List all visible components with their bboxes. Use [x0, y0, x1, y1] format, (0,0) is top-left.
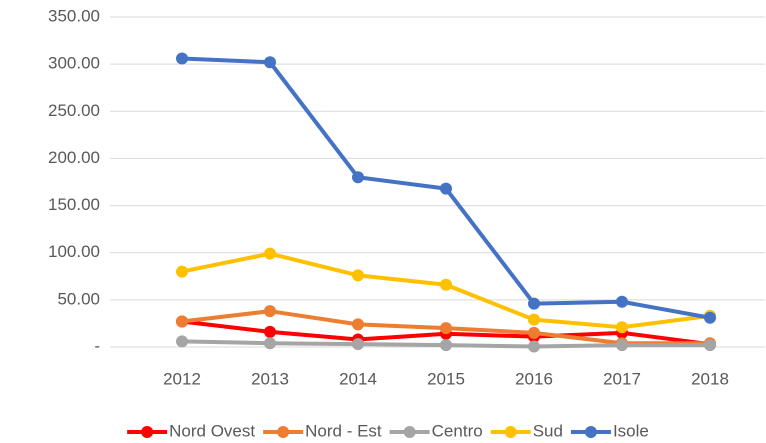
series-marker [264, 325, 276, 338]
legend-marker [277, 426, 290, 438]
y-tick-label: 250.00 [48, 101, 100, 120]
legend-marker [141, 426, 154, 438]
series-marker [528, 313, 540, 326]
series-marker [176, 315, 188, 328]
legend-marker [403, 426, 416, 438]
series-marker [704, 311, 716, 324]
series-marker [264, 56, 276, 69]
legend-label: Centro [432, 421, 483, 440]
y-tick-label: 200.00 [48, 148, 100, 167]
series-marker [528, 297, 540, 310]
x-tick-label: 2016 [515, 369, 553, 388]
legend-label: Nord Ovest [169, 421, 255, 440]
series-marker [440, 339, 452, 352]
series-marker [440, 322, 452, 335]
series-marker [176, 335, 188, 348]
y-tick-label: 50.00 [57, 289, 100, 308]
y-tick-label: 150.00 [48, 195, 100, 214]
series-marker [616, 339, 628, 352]
x-tick-label: 2018 [691, 369, 729, 388]
series-marker [440, 182, 452, 195]
y-tick-label: 100.00 [48, 242, 100, 261]
series-marker [440, 278, 452, 291]
series-marker [264, 305, 276, 318]
series-marker [264, 337, 276, 350]
series-marker [704, 339, 716, 352]
x-tick-label: 2013 [251, 369, 289, 388]
y-tick-label: - [94, 336, 100, 355]
series-marker [352, 338, 364, 351]
y-tick-label: 350.00 [48, 6, 100, 25]
series-marker [176, 52, 188, 65]
series-marker [616, 321, 628, 334]
series-marker [352, 269, 364, 282]
x-tick-label: 2012 [163, 369, 201, 388]
x-tick-label: 2017 [603, 369, 641, 388]
series-marker [352, 171, 364, 184]
legend-marker [584, 426, 597, 438]
legend-label: Sud [533, 421, 563, 440]
x-tick-label: 2014 [339, 369, 377, 388]
legend-label: Nord - Est [305, 421, 382, 440]
y-tick-label: 300.00 [48, 54, 100, 73]
x-tick-label: 2015 [427, 369, 465, 388]
legend-marker [504, 426, 517, 438]
legend-label: Isole [613, 421, 649, 440]
series-marker [528, 326, 540, 339]
series-marker [528, 340, 540, 353]
series-marker [616, 295, 628, 308]
legend: Nord Ovest Nord - Est Centro Sud Isole [127, 421, 649, 440]
series-marker [264, 247, 276, 260]
series-marker [352, 318, 364, 331]
series-marker [176, 265, 188, 278]
